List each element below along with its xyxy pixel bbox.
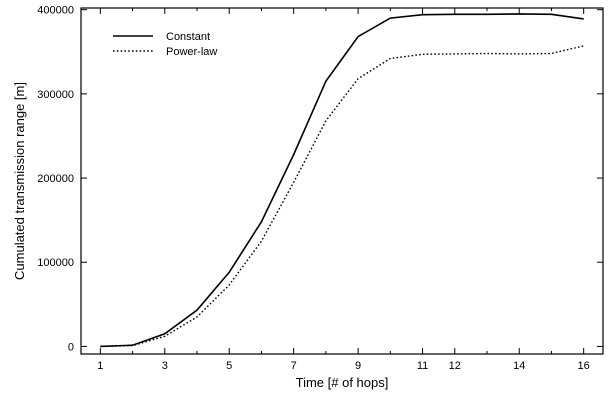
legend-label: Constant xyxy=(166,31,210,43)
y-tick-label: 0 xyxy=(68,341,74,353)
x-tick-label: 5 xyxy=(226,360,232,372)
x-axis-title: Time [# of hops] xyxy=(296,375,389,390)
series-line-power-law xyxy=(100,45,584,348)
x-tick-label: 11 xyxy=(417,360,428,372)
x-tick-label: 14 xyxy=(513,360,525,372)
y-axis-title: Cumulated transmission range [m] xyxy=(12,82,27,280)
x-tick-label: 9 xyxy=(355,360,361,372)
series-line-constant xyxy=(100,13,584,348)
axis-ticks xyxy=(81,8,603,354)
legend: Constant Power-law xyxy=(113,31,217,58)
y-tick-label: 300000 xyxy=(37,89,74,101)
y-tick-label: 200000 xyxy=(37,173,74,185)
x-tick-label: 16 xyxy=(578,360,590,372)
y-tick-label: 100000 xyxy=(37,257,74,269)
plot-frame xyxy=(80,7,604,355)
axis-tick-labels: 1 3 5 7 9 11 12 14 16 0 100000 200000 300000 400000 xyxy=(37,5,590,372)
x-tick-label: 12 xyxy=(449,360,461,372)
x-tick-label: 3 xyxy=(162,360,168,372)
y-tick-label: 400000 xyxy=(37,5,74,17)
legend-label: Power-law xyxy=(166,46,217,58)
series-lines xyxy=(100,13,584,348)
x-tick-label: 7 xyxy=(291,360,297,372)
x-tick-label: 1 xyxy=(97,360,103,372)
